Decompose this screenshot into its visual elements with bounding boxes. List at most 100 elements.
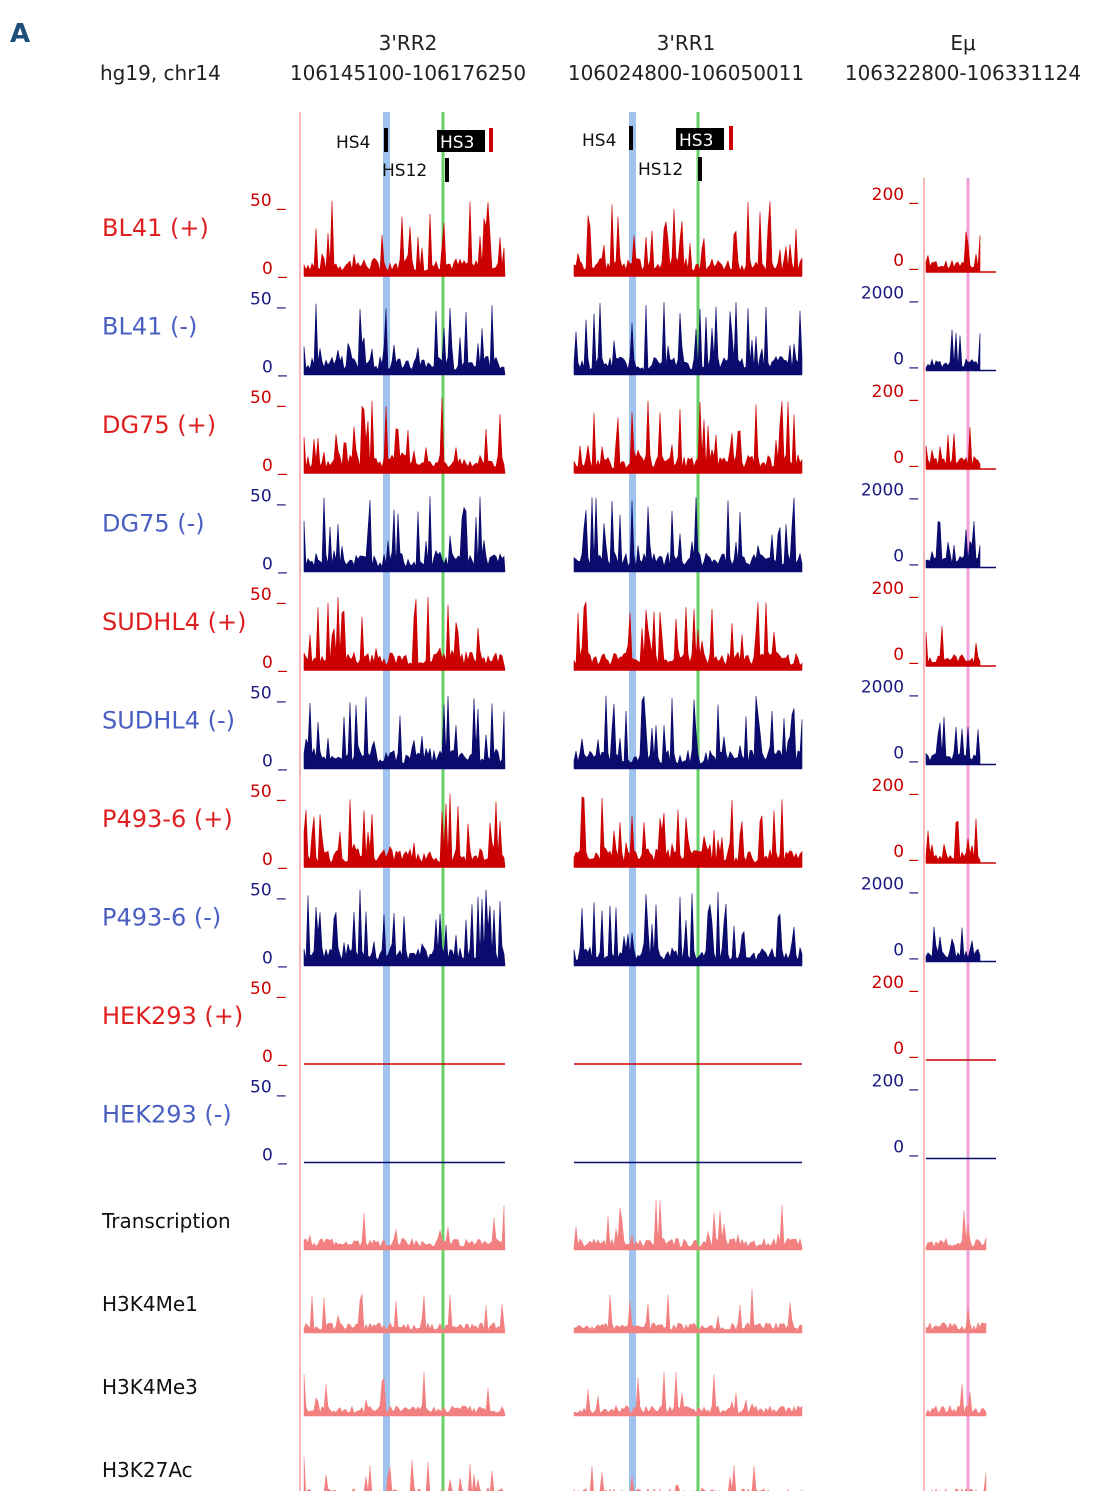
hs12-label-3rr2: HS12 bbox=[382, 161, 427, 181]
hs3-marker-3rr1 bbox=[729, 126, 733, 150]
tracks-layer: BL41 (+) 50 _ 0 _ 200 _ 0 _ BL41 (-) 50 _ 0 _ 20… bbox=[102, 185, 996, 1166]
encode-track-h3k4me3: H3K4Me3 bbox=[102, 1372, 987, 1417]
signal-3rr2 bbox=[303, 496, 506, 572]
scale-max-label: 50 _ bbox=[250, 979, 286, 999]
signal-emu bbox=[925, 427, 981, 470]
encode-signal-emu bbox=[931, 1472, 987, 1491]
hs4-label-3rr2: HS4 bbox=[336, 133, 370, 153]
emu-scale-zero-label: 0 _ bbox=[893, 842, 918, 862]
scale-max-label: 50 _ bbox=[250, 290, 286, 310]
hs12-label-3rr1: HS12 bbox=[638, 160, 683, 180]
track-label: SUDHL4 (+) bbox=[102, 608, 246, 636]
emu-scale-max-label: 2000 _ bbox=[861, 678, 919, 698]
signal-emu bbox=[925, 626, 981, 667]
hs3-label-3rr1: HS3 bbox=[679, 131, 713, 151]
emu-scale-max-label: 200 _ bbox=[872, 776, 919, 796]
signal-3rr1 bbox=[573, 796, 803, 868]
emu-scale-max-label: 200 _ bbox=[872, 973, 919, 993]
track-bl41: BL41 (+) 50 _ 0 _ 200 _ 0 _ bbox=[102, 185, 996, 279]
scale-max-label: 50 _ bbox=[250, 782, 286, 802]
scale-zero-label: 0 _ bbox=[262, 653, 287, 673]
signal-3rr1 bbox=[573, 497, 803, 572]
encode-signal-emu bbox=[925, 1383, 987, 1417]
signal-3rr1 bbox=[573, 695, 803, 769]
signal-3rr2 bbox=[303, 695, 506, 769]
encode-signal-3rr1 bbox=[573, 1200, 803, 1251]
hs3-label-box-3rr1 bbox=[676, 128, 724, 150]
emu-scale-max-label: 200 _ bbox=[872, 185, 919, 205]
hs3-marker-3rr2 bbox=[489, 128, 493, 152]
track-label: DG75 (-) bbox=[102, 510, 205, 538]
scale-zero-label: 0 _ bbox=[262, 555, 287, 575]
scale-zero-label: 0 _ bbox=[262, 752, 287, 772]
signal-3rr1 bbox=[573, 601, 803, 671]
emu-scale-zero-label: 0 _ bbox=[893, 448, 918, 468]
track-label: P493-6 (-) bbox=[102, 904, 221, 932]
signal-3rr2 bbox=[303, 200, 506, 277]
emu-scale-zero-label: 0 _ bbox=[893, 350, 918, 370]
signal-emu bbox=[925, 926, 981, 962]
encode-track-label: H3K27Ac bbox=[102, 1458, 193, 1482]
hs12-marker-3rr2 bbox=[445, 158, 449, 182]
hs4-label-3rr1: HS4 bbox=[582, 131, 616, 151]
emu-scale-zero-label: 0 _ bbox=[893, 251, 918, 271]
emu-scale-zero-label: 0 _ bbox=[893, 547, 918, 567]
hs4-marker-3rr2 bbox=[384, 128, 388, 152]
encode-signal-3rr2 bbox=[303, 1372, 506, 1417]
emu-scale-max-label: 2000 _ bbox=[861, 875, 919, 895]
track-label: SUDHL4 (-) bbox=[102, 707, 235, 735]
signal-3rr2 bbox=[303, 596, 506, 671]
scale-max-label: 50 _ bbox=[250, 487, 286, 507]
encode-signal-emu bbox=[925, 1210, 987, 1251]
encode-track-transcription: Transcription bbox=[101, 1200, 987, 1251]
region-headers: 3'RR2 106145100-106176250 3'RR1 10602480… bbox=[290, 31, 1081, 85]
track-hek293: HEK293 (+) 50 _ 0 _ 200 _ 0 _ bbox=[102, 973, 996, 1067]
emu-scale-max-label: 200 _ bbox=[872, 382, 919, 402]
signal-emu bbox=[925, 716, 981, 765]
emu-scale-zero-label: 0 _ bbox=[893, 645, 918, 665]
hs3-label-3rr2: HS3 bbox=[440, 133, 474, 153]
track-label: BL41 (-) bbox=[102, 313, 197, 341]
emu-scale-zero-label: 0 _ bbox=[893, 1138, 918, 1158]
signal-emu bbox=[925, 231, 981, 273]
track-dg75: DG75 (+) 50 _ 0 _ 200 _ 0 _ bbox=[102, 382, 996, 476]
signal-3rr2 bbox=[303, 303, 506, 375]
track-bl41: BL41 (-) 50 _ 0 _ 2000 _ 0 _ bbox=[102, 284, 996, 378]
signal-3rr2 bbox=[303, 397, 506, 474]
scale-max-label: 50 _ bbox=[250, 191, 286, 211]
encode-track-label: H3K4Me1 bbox=[102, 1292, 198, 1316]
signal-emu bbox=[925, 329, 981, 371]
region-name-3rr1: 3'RR1 bbox=[657, 31, 716, 55]
emu-scale-zero-label: 0 _ bbox=[893, 941, 918, 961]
encode-signal-emu bbox=[925, 1308, 987, 1334]
scale-zero-label: 0 _ bbox=[262, 949, 287, 969]
scale-max-label: 50 _ bbox=[250, 388, 286, 408]
emu-scale-zero-label: 0 _ bbox=[893, 744, 918, 764]
signal-3rr2 bbox=[303, 793, 506, 868]
hs3-label-box-3rr2 bbox=[437, 130, 485, 152]
emu-scale-max-label: 2000 _ bbox=[861, 284, 919, 304]
track-p493-6: P493-6 (+) 50 _ 0 _ 200 _ 0 _ bbox=[102, 776, 996, 870]
emu-scale-zero-label: 0 _ bbox=[893, 1039, 918, 1059]
signal-emu bbox=[925, 520, 981, 568]
signal-emu bbox=[925, 818, 981, 864]
region-coords-emu: 106322800-106331124 bbox=[845, 61, 1081, 85]
track-label: HEK293 (-) bbox=[102, 1101, 232, 1129]
emu-scale-max-label: 200 _ bbox=[872, 1072, 919, 1092]
region-name-emu: Eμ bbox=[950, 31, 976, 55]
scale-zero-label: 0 _ bbox=[262, 456, 287, 476]
emu-scale-max-label: 2000 _ bbox=[861, 481, 919, 501]
encode-signal-3rr1 bbox=[573, 1465, 803, 1491]
encode-signal-3rr2 bbox=[303, 1205, 506, 1251]
region-coords-3rr1: 106024800-106050011 bbox=[568, 61, 804, 85]
hs-annotations-3rr1: HS4 HS3 HS12 bbox=[582, 126, 733, 181]
signal-3rr1 bbox=[573, 400, 803, 474]
track-p493-6: P493-6 (-) 50 _ 0 _ 2000 _ 0 _ bbox=[102, 875, 996, 969]
hs4-highlight-line-3rr1 bbox=[629, 112, 636, 1491]
region-name-3rr2: 3'RR2 bbox=[379, 31, 438, 55]
hs4-marker-3rr1 bbox=[629, 126, 633, 150]
signal-3rr1 bbox=[573, 302, 803, 375]
encode-track-h3k27ac: H3K27Ac bbox=[102, 1456, 987, 1491]
track-sudhl4: SUDHL4 (+)50 _ 0 _ 200 _ 0 _ bbox=[102, 579, 996, 673]
